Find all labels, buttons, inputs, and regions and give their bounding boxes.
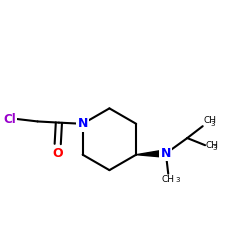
Text: Cl: Cl	[4, 112, 16, 126]
Text: N: N	[78, 117, 88, 130]
Text: 3: 3	[213, 144, 218, 150]
Text: O: O	[52, 147, 63, 160]
Text: CH: CH	[206, 142, 218, 150]
Polygon shape	[136, 150, 166, 157]
Text: 3: 3	[176, 176, 180, 182]
Text: 3: 3	[210, 121, 215, 127]
Text: CH: CH	[203, 116, 216, 126]
Text: CH: CH	[162, 175, 175, 184]
Text: N: N	[161, 147, 171, 160]
